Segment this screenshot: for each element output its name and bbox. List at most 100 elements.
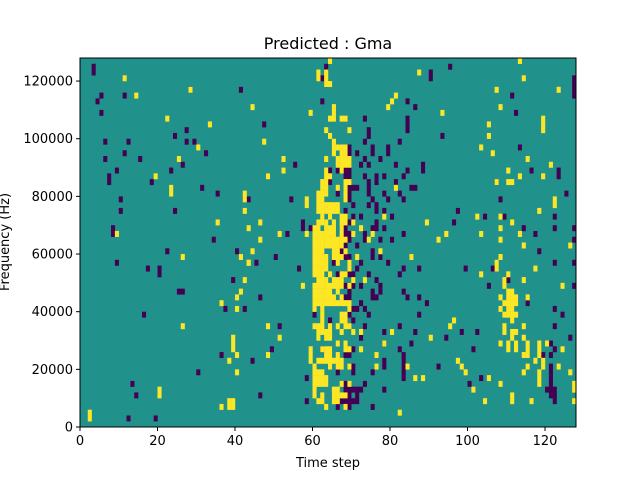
heatmap-cell-high: [498, 213, 503, 220]
heatmap-cell-high: [320, 202, 325, 209]
heatmap-cell-high: [335, 392, 340, 399]
heatmap-cell-high: [316, 380, 321, 387]
heatmap-cell-high: [347, 323, 352, 330]
heatmap-cell-low: [514, 109, 519, 116]
heatmap-cell-high: [521, 369, 526, 376]
heatmap-cell-high: [312, 271, 317, 278]
heatmap-cell-high: [339, 311, 344, 318]
heatmap-cell-low: [359, 213, 364, 220]
heatmap-cell-high: [343, 213, 348, 220]
heatmap-cell-high: [324, 173, 329, 180]
heatmap-cell-high: [362, 277, 367, 284]
heatmap-cell-high: [339, 115, 344, 122]
heatmap-cell-high: [459, 363, 464, 370]
heatmap-cell-high: [339, 156, 344, 162]
heatmap-cell-low: [521, 225, 526, 232]
heatmap-cell-high: [235, 369, 240, 376]
heatmap-cell-low: [552, 398, 557, 405]
heatmap-cell-high: [494, 265, 499, 272]
heatmap-cell-high: [331, 138, 336, 145]
heatmap-cell-high: [227, 398, 232, 405]
heatmap-cell-low: [572, 75, 577, 82]
heatmap-cell-high: [448, 323, 453, 330]
heatmap-cell-high: [320, 219, 325, 226]
heatmap-cell-high: [331, 150, 336, 157]
heatmap-cell-low: [211, 236, 216, 243]
heatmap-cell-low: [378, 288, 383, 295]
heatmap-cell-low: [192, 138, 197, 145]
heatmap-cell-high: [339, 328, 344, 335]
heatmap-cell-low: [409, 184, 414, 191]
heatmap-cell-high: [316, 236, 321, 243]
heatmap-cell-high: [560, 346, 565, 353]
heatmap-cell-low: [548, 363, 553, 370]
heatmap-cell-high: [312, 380, 317, 387]
heatmap-cell-low: [362, 380, 367, 387]
heatmap-cell-low: [347, 398, 352, 405]
heatmap-cell-low: [572, 225, 577, 232]
heatmap-cell-high: [339, 294, 344, 301]
heatmap-cell-high: [331, 248, 336, 255]
heatmap-cell-high: [521, 277, 526, 284]
heatmap-cell-high: [393, 184, 398, 191]
heatmap-cell-high: [242, 207, 247, 214]
x-axis-label: Time step: [295, 456, 360, 471]
heatmap-cell-low: [401, 375, 406, 382]
heatmap-cell-low: [378, 156, 383, 162]
heatmap-cell-low: [552, 213, 557, 220]
heatmap-cell-high: [328, 213, 333, 220]
heatmap-cell-low: [374, 179, 379, 186]
heatmap-cell-high: [312, 305, 317, 312]
heatmap-cell-high: [331, 242, 336, 249]
heatmap-cell-low: [572, 81, 577, 88]
heatmap-cell-low: [273, 254, 278, 260]
heatmap-cell-high: [324, 156, 329, 162]
heatmap-cell-low: [304, 375, 309, 382]
heatmap-cell-high: [180, 254, 185, 260]
heatmap-cell-high: [316, 288, 321, 295]
heatmap-cell-high: [510, 294, 515, 301]
heatmap-cell-low: [409, 340, 414, 347]
heatmap-cell-low: [401, 369, 406, 376]
heatmap-cell-high: [498, 225, 503, 232]
heatmap-cell-low: [103, 156, 108, 162]
heatmap-cell-high: [312, 265, 317, 272]
heatmap-cell-low: [366, 127, 371, 134]
heatmap-cell-low: [347, 190, 352, 197]
heatmap-cell-high: [324, 236, 329, 243]
heatmap-cell-low: [382, 173, 387, 180]
heatmap-cell-low: [362, 230, 367, 237]
heatmap-cell-high: [316, 196, 321, 203]
heatmap-cell-low: [351, 317, 356, 324]
heatmap-cell-high: [180, 323, 185, 330]
heatmap-cell-high: [537, 369, 542, 376]
heatmap-cell-high: [316, 225, 321, 232]
heatmap-cell-low: [374, 207, 379, 214]
heatmap-cell-low: [173, 132, 178, 139]
heatmap-cell-low: [351, 398, 356, 405]
heatmap-cell-low: [548, 369, 553, 376]
heatmap-cell-high: [335, 398, 340, 405]
heatmap-cell-high: [324, 375, 329, 382]
heatmap-cell-high: [343, 248, 348, 255]
y-tick-label: 60000: [32, 248, 73, 263]
heatmap-cell-low: [347, 288, 352, 295]
heatmap-cell-high: [316, 369, 321, 376]
heatmap-cell-high: [316, 323, 321, 330]
heatmap-cell-high: [324, 282, 329, 289]
heatmap-cell-low: [297, 265, 302, 272]
heatmap-cell-low: [269, 346, 274, 353]
heatmap-cell-low: [231, 277, 236, 284]
heatmap-cell-high: [347, 282, 352, 289]
heatmap-cell-high: [328, 236, 333, 243]
heatmap-cell-high: [510, 317, 515, 324]
heatmap-cell-low: [413, 104, 418, 111]
heatmap-cell-low: [366, 161, 371, 168]
heatmap-cell-high: [560, 282, 565, 289]
heatmap-cell-high: [339, 213, 344, 220]
heatmap-cell-high: [351, 328, 356, 335]
heatmap-cell-low: [343, 254, 348, 260]
heatmap-cell-low: [347, 311, 352, 318]
heatmap-cell-high: [312, 230, 317, 237]
heatmap-cell-low: [359, 259, 364, 266]
